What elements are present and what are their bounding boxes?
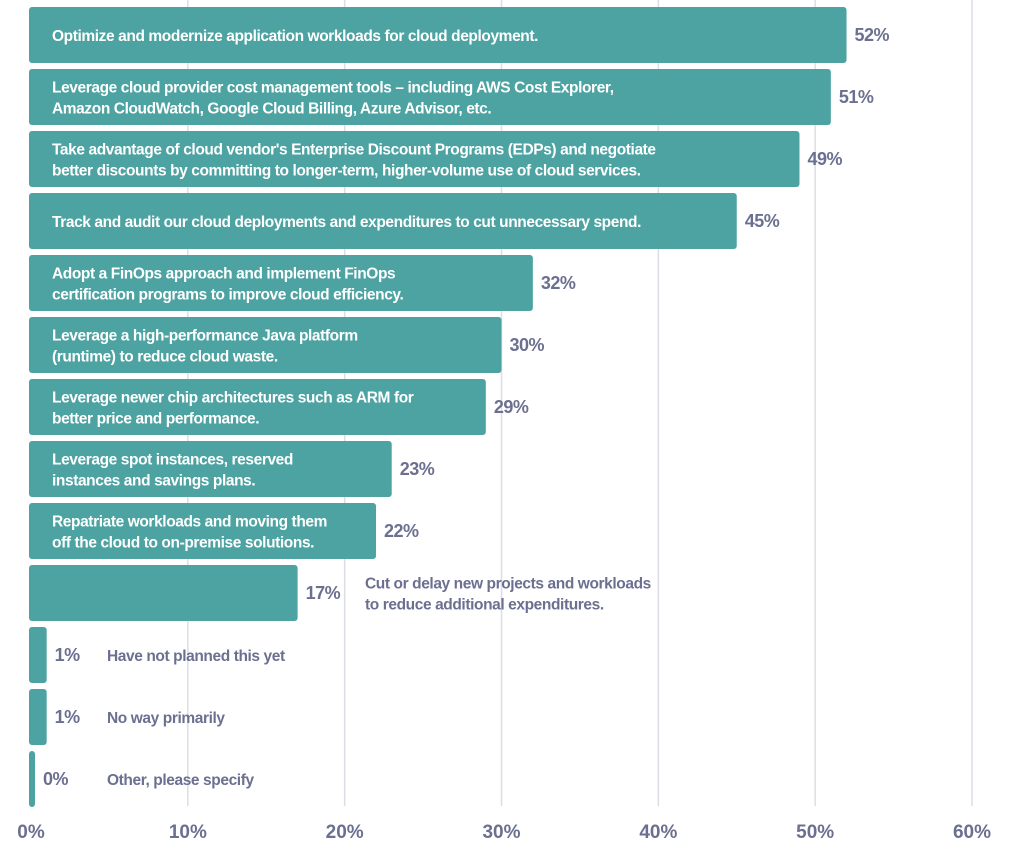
x-tick-label: 50% bbox=[796, 822, 834, 843]
value-label: 1% bbox=[55, 645, 81, 665]
category-label: No way primarily bbox=[107, 710, 225, 727]
category-label: better price and performance. bbox=[52, 411, 259, 428]
value-label: 51% bbox=[839, 87, 874, 107]
bar bbox=[29, 565, 298, 621]
x-tick-label: 40% bbox=[639, 822, 677, 843]
category-label: Repatriate workloads and moving them bbox=[52, 514, 327, 531]
x-tick-label: 10% bbox=[169, 822, 207, 843]
bar bbox=[29, 255, 533, 311]
bar bbox=[29, 751, 35, 807]
category-label: certification programs to improve cloud … bbox=[52, 287, 403, 304]
bar bbox=[29, 503, 377, 559]
category-label: Leverage newer chip architectures such a… bbox=[52, 390, 414, 407]
category-label: Optimize and modernize application workl… bbox=[52, 28, 538, 45]
x-tick-label: 0% bbox=[17, 822, 45, 843]
category-label: Leverage spot instances, reserved bbox=[52, 452, 293, 469]
value-label: 17% bbox=[306, 583, 341, 603]
x-tick-label: 30% bbox=[482, 822, 520, 843]
category-label: Track and audit our cloud deployments an… bbox=[52, 214, 641, 231]
bar bbox=[29, 379, 486, 435]
value-label: 32% bbox=[541, 273, 576, 293]
category-label: Take advantage of cloud vendor's Enterpr… bbox=[52, 142, 656, 159]
value-label: 30% bbox=[510, 335, 545, 355]
bar bbox=[29, 131, 800, 187]
x-tick-label: 60% bbox=[953, 822, 991, 843]
category-label: better discounts by committing to longer… bbox=[52, 163, 641, 180]
value-label: 52% bbox=[855, 25, 890, 45]
category-label: to reduce additional expenditures. bbox=[365, 597, 604, 614]
bar bbox=[29, 69, 831, 125]
value-label: 49% bbox=[807, 149, 842, 169]
value-label: 1% bbox=[55, 707, 81, 727]
category-label: Adopt a FinOps approach and implement Fi… bbox=[52, 266, 395, 283]
category-label: instances and savings plans. bbox=[52, 473, 255, 490]
category-label: off the cloud to on-premise solutions. bbox=[52, 535, 314, 552]
value-label: 29% bbox=[494, 397, 529, 417]
bar bbox=[29, 193, 737, 249]
x-tick-label: 20% bbox=[326, 822, 364, 843]
category-label: (runtime) to reduce cloud waste. bbox=[52, 349, 278, 366]
category-label: Leverage cloud provider cost management … bbox=[52, 80, 614, 97]
category-label: Other, please specify bbox=[107, 772, 254, 789]
category-label: Leverage a high-performance Java platfor… bbox=[52, 328, 358, 345]
value-label: 23% bbox=[400, 459, 435, 479]
bar bbox=[29, 317, 502, 373]
bar bbox=[29, 689, 47, 745]
bar bbox=[29, 627, 47, 683]
value-label: 45% bbox=[745, 211, 780, 231]
bar bbox=[29, 441, 392, 497]
bar bbox=[29, 7, 847, 63]
value-label: 0% bbox=[43, 769, 69, 789]
value-label: 22% bbox=[384, 521, 419, 541]
category-label: Cut or delay new projects and workloads bbox=[365, 576, 651, 593]
category-label: Amazon CloudWatch, Google Cloud Billing,… bbox=[52, 101, 491, 118]
category-label: Have not planned this yet bbox=[107, 648, 285, 665]
